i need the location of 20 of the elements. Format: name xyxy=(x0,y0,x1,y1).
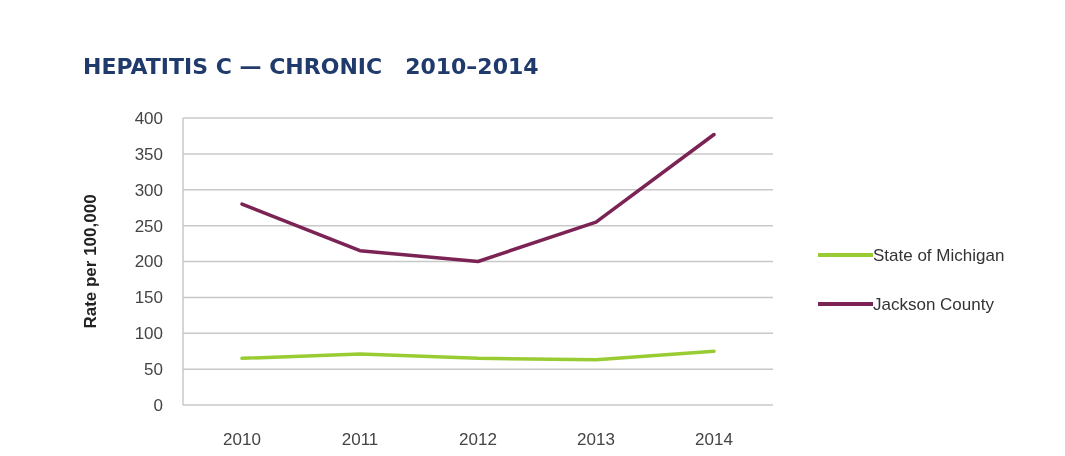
chart-title: HEPATITIS C — CHRONIC 2010–2014 xyxy=(83,54,539,79)
x-tick-label: 2012 xyxy=(459,430,497,449)
y-tick-label: 150 xyxy=(134,288,163,308)
line-series xyxy=(240,349,716,362)
y-tick-label: 250 xyxy=(134,216,163,236)
x-tick-label: 2011 xyxy=(341,430,379,449)
line-series xyxy=(240,132,716,264)
legend-label: State of Michigan xyxy=(873,245,1005,265)
y-tick-label: 400 xyxy=(134,108,163,128)
x-tick-label: 2014 xyxy=(695,430,733,449)
y-tick-label: 50 xyxy=(144,360,163,380)
x-tick-label: 2013 xyxy=(577,430,615,449)
y-tick-label: 0 xyxy=(153,395,163,415)
x-tick-label: 2010 xyxy=(223,430,261,449)
y-axis-title: Rate per 100,000 xyxy=(81,194,100,329)
legend-label: Jackson County xyxy=(873,294,995,314)
y-tick-label: 200 xyxy=(134,252,163,272)
y-tick-label: 100 xyxy=(134,324,163,344)
y-tick-label: 300 xyxy=(134,180,163,200)
y-tick-label: 350 xyxy=(134,144,163,164)
